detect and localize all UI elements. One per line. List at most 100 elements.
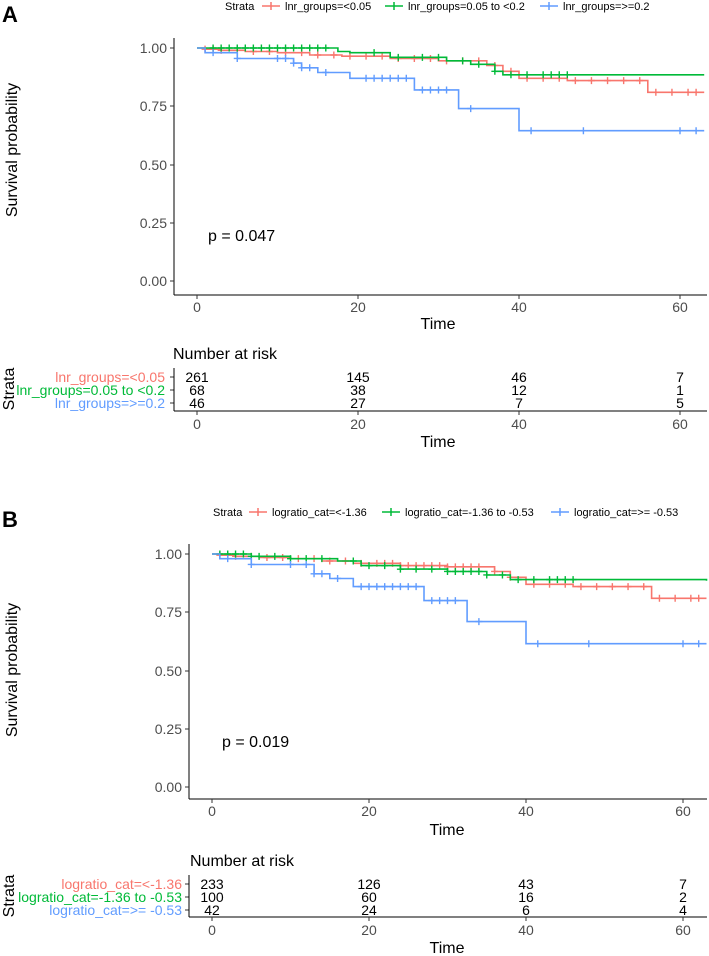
panel-a: A Strata lnr_groups=<0.05 lnr_groups=0.0…: [1, 1, 707, 451]
censor-mark-2-2: [225, 44, 233, 52]
censor-mark-3-21: [676, 127, 684, 135]
censor-mark-1-8: [314, 51, 322, 59]
censor-mark-3-7: [322, 68, 330, 76]
risk-cell-b-3-0: 42: [204, 902, 220, 918]
censor-mark-1-15: [404, 562, 412, 570]
y-tick-a-2: 0.50: [140, 157, 167, 173]
risk-cell-b-2-0: 100: [200, 889, 224, 905]
censor-mark-2-26: [555, 71, 563, 79]
km-curve-3: [197, 47, 705, 132]
censor-mark-3-17: [443, 86, 451, 94]
risk-cell-b-3-20: 24: [361, 902, 377, 918]
risk-cell-b-1-0: 233: [200, 876, 224, 892]
censor-mark-2-6: [271, 552, 279, 560]
legend-b: Strata logratio_cat=<-1.36 logratio_cat=…: [213, 507, 678, 519]
risk-table-b: Number at risk Strata logratio_cat=<-1.3…: [1, 853, 707, 956]
risk-table-b-xtick-label-40: 40: [518, 922, 534, 938]
censor-mark-1-35: [655, 594, 663, 602]
censor-mark-3-12: [394, 74, 402, 82]
y-tick-a-3: 0.75: [140, 98, 167, 114]
censor-mark-1-25: [587, 77, 595, 85]
censor-mark-3-11: [389, 583, 397, 591]
y-axis-title-b: Survival probability: [4, 603, 21, 737]
censor-mark-3-11: [386, 74, 394, 82]
risk-table-b-row-label-1: logratio_cat=<-1.36: [61, 876, 182, 892]
risk-table-b-title: Number at risk: [190, 853, 295, 870]
x-axis-title-a: Time: [421, 316, 456, 333]
risk-table-a-xtick-label-40: 40: [511, 416, 527, 432]
censor-mark-2-9: [282, 44, 290, 52]
censor-mark-2-1: [217, 44, 225, 52]
risk-table-a-row-label-2: lnr_groups=0.05 to <0.2: [16, 382, 165, 398]
censor-mark-2-10: [349, 557, 357, 565]
censor-mark-1-31: [593, 583, 601, 591]
censor-mark-2-25: [547, 71, 555, 79]
censor-mark-3-3: [282, 54, 290, 62]
legend-a: Strata lnr_groups=<0.05 lnr_groups=0.05 …: [225, 1, 650, 13]
legend-b-entry-2: logratio_cat=-1.36 to -0.53: [405, 507, 534, 519]
x-tick-a-0: 0: [193, 299, 201, 315]
censor-mark-2-21: [483, 571, 491, 579]
censor-mark-3-0: [224, 555, 232, 563]
risk-cell-b-2-20: 60: [361, 889, 377, 905]
risk-cell-a-2-20: 38: [350, 382, 366, 398]
censor-mark-3-15: [426, 86, 434, 94]
risk-cell-a-1-20: 145: [346, 369, 370, 385]
censor-mark-2-11: [365, 562, 373, 570]
censor-mark-2-27: [563, 71, 571, 79]
risk-cell-b-2-40: 16: [518, 889, 534, 905]
censor-mark-3-9: [373, 583, 381, 591]
censor-mark-2-8: [274, 44, 281, 52]
risk-cell-a-1-40: 46: [511, 369, 527, 385]
censor-mark-3-17: [444, 597, 451, 605]
censor-mark-3-1: [247, 560, 255, 568]
censor-mark-2-18: [435, 53, 442, 61]
censor-mark-3-0: [209, 49, 217, 57]
censor-mark-1-34: [640, 583, 648, 591]
risk-table-a-xtick-label-0: 0: [193, 416, 201, 432]
censor-mark-2-21: [491, 67, 499, 75]
censor-mark-2-13: [314, 44, 322, 52]
censor-mark-2-17: [451, 567, 459, 575]
risk-cell-b-1-60: 7: [679, 876, 687, 892]
censor-mark-2-7: [265, 44, 273, 52]
censor-mark-2-3: [239, 550, 247, 558]
censor-mark-1-31: [684, 88, 692, 96]
censor-mark-2-28: [569, 576, 577, 584]
risk-cell-b-3-40: 6: [522, 902, 530, 918]
censor-mark-2-15: [428, 565, 436, 573]
censor-mark-3-10: [378, 74, 386, 82]
y-tick-a-1: 0.25: [140, 215, 167, 231]
risk-table-a-row-label-1: lnr_groups=<0.05: [55, 369, 165, 385]
censor-mark-3-18: [467, 105, 475, 113]
censor-mark-3-13: [402, 74, 410, 82]
censor-mark-1-33: [624, 583, 632, 591]
censor-mark-3-22: [692, 127, 700, 135]
risk-table-b-strata-title: Strata: [1, 875, 18, 918]
survival-curves-a: [197, 44, 705, 135]
censor-mark-3-3: [302, 560, 310, 568]
legend-a-entry-2: lnr_groups=0.05 to <0.2: [408, 1, 525, 13]
y-tick-b-1: 0.25: [155, 721, 182, 737]
risk-cell-b-2-60: 2: [679, 889, 687, 905]
censor-mark-3-22: [679, 640, 687, 648]
censor-mark-1-10: [346, 52, 354, 60]
censor-mark-1-15: [426, 54, 434, 62]
censor-mark-3-16: [436, 597, 444, 605]
p-value-a: p = 0.047: [208, 228, 275, 245]
censor-mark-2-23: [514, 576, 522, 584]
censor-mark-3-1: [233, 54, 241, 62]
censor-mark-1-11: [362, 52, 370, 60]
y-axis-title-a: Survival probability: [4, 83, 21, 217]
risk-table-b-xtick-label-20: 20: [361, 922, 377, 938]
censor-mark-2-12: [381, 562, 389, 570]
censor-mark-3-8: [365, 583, 373, 591]
x-tick-b-1: 20: [361, 803, 377, 819]
censor-mark-3-7: [357, 583, 365, 591]
risk-cell-a-1-0: 261: [185, 369, 209, 385]
censor-mark-1-32: [692, 88, 700, 96]
censor-mark-1-25: [491, 567, 499, 575]
censor-mark-2-19: [459, 57, 467, 65]
x-tick-b-2: 40: [518, 803, 534, 819]
km-curve-1: [197, 47, 705, 94]
